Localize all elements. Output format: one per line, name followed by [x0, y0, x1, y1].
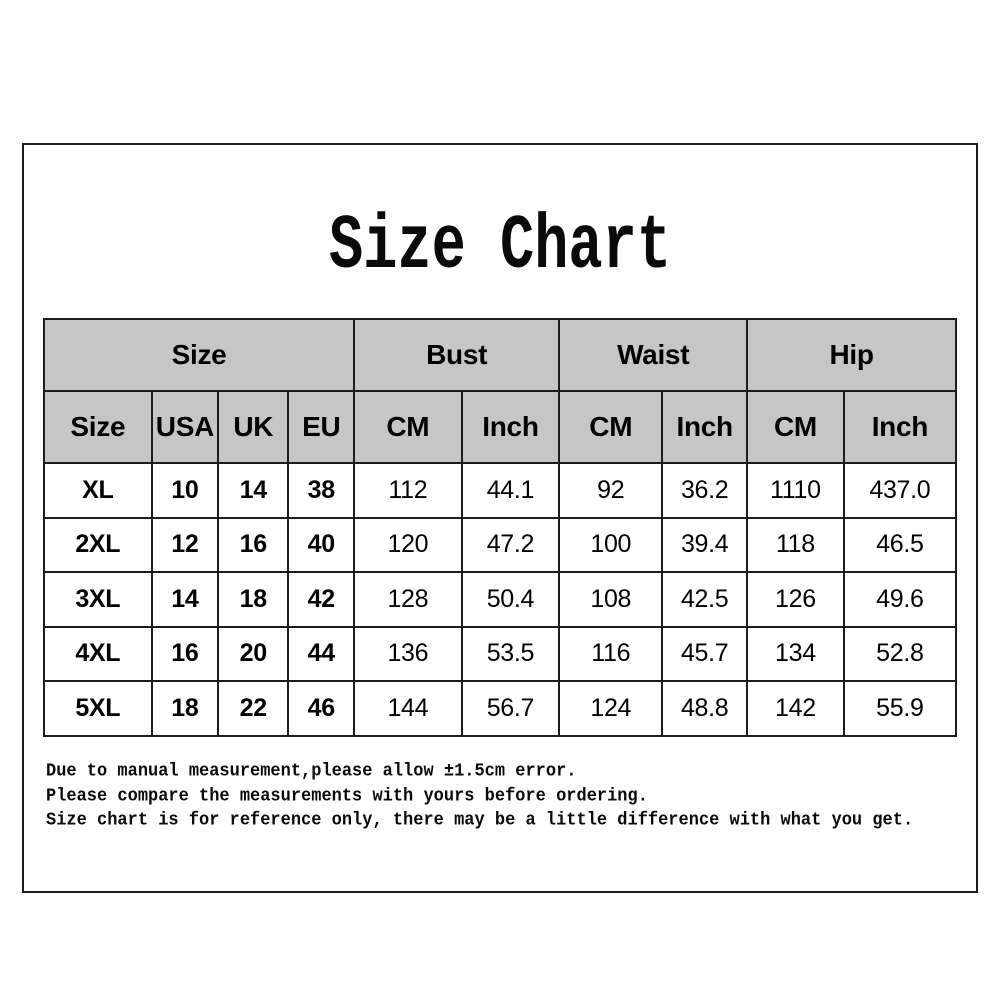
cell-size: 2XL — [43, 516, 153, 573]
cell-hip-cm: 142 — [746, 680, 845, 737]
cell-bust-cm: 136 — [353, 625, 463, 682]
size-table: Size Bust Waist Hip Size USA UK EU CM In… — [42, 318, 958, 737]
cell-hip-inch: 46.5 — [842, 516, 958, 573]
cell-eu: 44 — [287, 625, 356, 682]
cell-bust-inch: 53.5 — [460, 625, 561, 682]
cell-size: 5XL — [43, 680, 153, 737]
cell-uk: 20 — [217, 625, 290, 682]
table-group-header-row: Size Bust Waist Hip — [42, 318, 957, 392]
cell-eu: 38 — [287, 462, 356, 519]
cell-uk: 14 — [217, 462, 290, 519]
table-row-5xl: 5XL 18 22 46 144 56.7 124 48.8 142 55.9 — [43, 680, 958, 737]
cell-usa: 16 — [150, 625, 220, 682]
page-border-box: Size Chart Size Bust Waist Hip Size USA — [22, 143, 978, 893]
cell-bust-inch: 47.2 — [460, 516, 561, 573]
table-row-xl: XL 10 14 38 112 44.1 92 36.2 1110 437.0 — [43, 462, 958, 519]
group-header-waist: Waist — [558, 318, 749, 392]
sub-header-eu: EU — [287, 390, 356, 464]
cell-uk: 22 — [217, 680, 290, 737]
cell-waist-cm: 124 — [558, 680, 664, 737]
cell-bust-inch: 50.4 — [460, 571, 561, 628]
cell-uk: 18 — [217, 571, 290, 628]
cell-eu: 46 — [287, 680, 356, 737]
cell-waist-cm: 100 — [558, 516, 664, 573]
note-line-1: Due to manual measurement,please allow ±… — [46, 760, 577, 782]
cell-hip-cm: 134 — [746, 625, 845, 682]
note-line-3: Size chart is for reference only, there … — [46, 809, 914, 831]
cell-hip-inch: 52.8 — [842, 625, 958, 682]
group-header-hip: Hip — [746, 318, 957, 392]
table-sub-header-row: Size USA UK EU CM Inch CM Inch CM Inch — [43, 390, 958, 464]
cell-hip-inch: 55.9 — [842, 680, 958, 737]
cell-size: XL — [43, 462, 153, 519]
cell-waist-inch: 48.8 — [661, 680, 749, 737]
table-row-4xl: 4XL 16 20 44 136 53.5 116 45.7 134 52.8 — [43, 625, 958, 682]
cell-bust-inch: 56.7 — [460, 680, 561, 737]
cell-hip-cm: 126 — [746, 571, 845, 628]
sub-header-hip-inch: Inch — [842, 390, 958, 464]
sub-header-bust-cm: CM — [353, 390, 463, 464]
cell-hip-inch: 437.0 — [842, 462, 958, 519]
cell-usa: 14 — [150, 571, 220, 628]
sub-header-waist-cm: CM — [558, 390, 664, 464]
cell-usa: 18 — [150, 680, 220, 737]
cell-usa: 12 — [150, 516, 220, 573]
cell-uk: 16 — [217, 516, 290, 573]
sub-header-size: Size — [43, 390, 153, 464]
cell-hip-inch: 49.6 — [842, 571, 958, 628]
group-header-bust: Bust — [353, 318, 561, 392]
cell-waist-inch: 39.4 — [661, 516, 749, 573]
cell-eu: 42 — [287, 571, 356, 628]
sub-header-bust-inch: Inch — [460, 390, 561, 464]
cell-waist-cm: 92 — [558, 462, 664, 519]
sub-header-hip-cm: CM — [746, 390, 845, 464]
table-row-2xl: 2XL 12 16 40 120 47.2 100 39.4 118 46.5 — [43, 516, 958, 573]
cell-waist-inch: 42.5 — [661, 571, 749, 628]
sub-header-usa: USA — [150, 390, 220, 464]
cell-waist-cm: 116 — [558, 625, 664, 682]
cell-usa: 10 — [150, 462, 220, 519]
cell-size: 3XL — [43, 571, 153, 628]
cell-hip-cm: 1110 — [746, 462, 845, 519]
measurement-notes: Due to manual measurement,please allow ±… — [46, 760, 956, 834]
note-line-2: Please compare the measurements with you… — [46, 785, 648, 807]
sub-header-uk: UK — [217, 390, 290, 464]
cell-waist-inch: 36.2 — [661, 462, 749, 519]
cell-bust-cm: 128 — [353, 571, 463, 628]
cell-bust-cm: 144 — [353, 680, 463, 737]
sub-header-waist-inch: Inch — [661, 390, 749, 464]
table-row-3xl: 3XL 14 18 42 128 50.4 108 42.5 126 49.6 — [43, 571, 958, 628]
cell-bust-cm: 112 — [353, 462, 463, 519]
cell-waist-cm: 108 — [558, 571, 664, 628]
cell-eu: 40 — [287, 516, 356, 573]
group-header-size: Size — [42, 318, 356, 392]
cell-size: 4XL — [43, 625, 153, 682]
cell-bust-cm: 120 — [353, 516, 463, 573]
cell-bust-inch: 44.1 — [460, 462, 561, 519]
cell-hip-cm: 118 — [746, 516, 845, 573]
page-title: Size Chart — [328, 204, 672, 292]
cell-waist-inch: 45.7 — [661, 625, 749, 682]
